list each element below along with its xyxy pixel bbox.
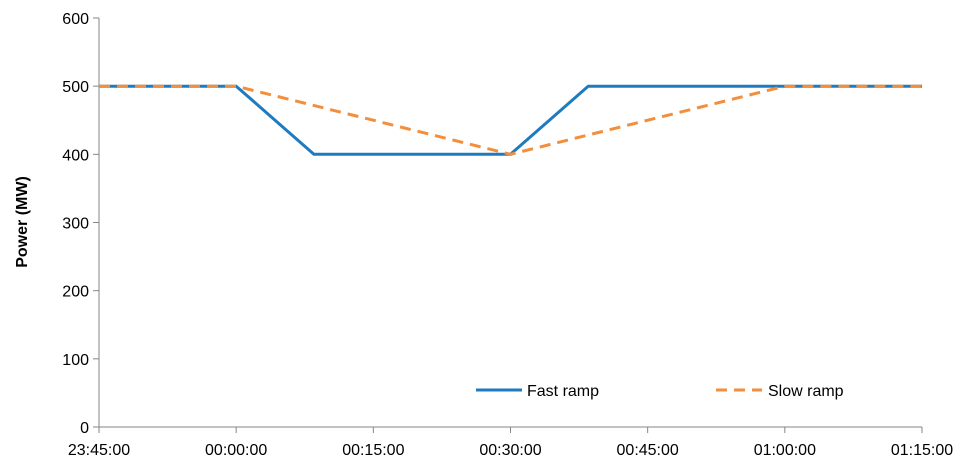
y-tick-label: 300 [62, 216, 89, 233]
y-tick-label: 600 [62, 11, 89, 28]
y-tick-label: 200 [62, 284, 89, 301]
y-axis-title: Power (MW) [14, 176, 31, 268]
x-tick-label: 01:15:00 [891, 442, 953, 459]
legend-label: Fast ramp [527, 383, 599, 400]
legend-label: Slow ramp [768, 383, 844, 400]
x-tick-label: 00:00:00 [205, 442, 267, 459]
y-tick-label: 100 [62, 352, 89, 369]
y-tick-labels: 0 100 200 300 400 500 600 [62, 11, 89, 437]
legend: Fast ramp Slow ramp [476, 383, 844, 400]
series-line-slow-ramp [99, 84, 922, 156]
series [99, 84, 922, 156]
x-tick-label: 00:30:00 [479, 442, 541, 459]
y-tick-label: 500 [62, 79, 89, 96]
axes [93, 17, 923, 433]
x-tick-label: 01:00:00 [754, 442, 816, 459]
x-tick-labels: 23:45:00 00:00:00 00:15:00 00:30:00 00:45:00… [68, 442, 953, 459]
x-tick-label: 23:45:00 [68, 442, 130, 459]
x-tick-label: 00:45:00 [617, 442, 679, 459]
series-line-fast-ramp [99, 84, 922, 156]
y-tick-label: 0 [80, 420, 89, 437]
y-tick-label: 400 [62, 147, 89, 164]
x-tick-label: 00:15:00 [342, 442, 404, 459]
